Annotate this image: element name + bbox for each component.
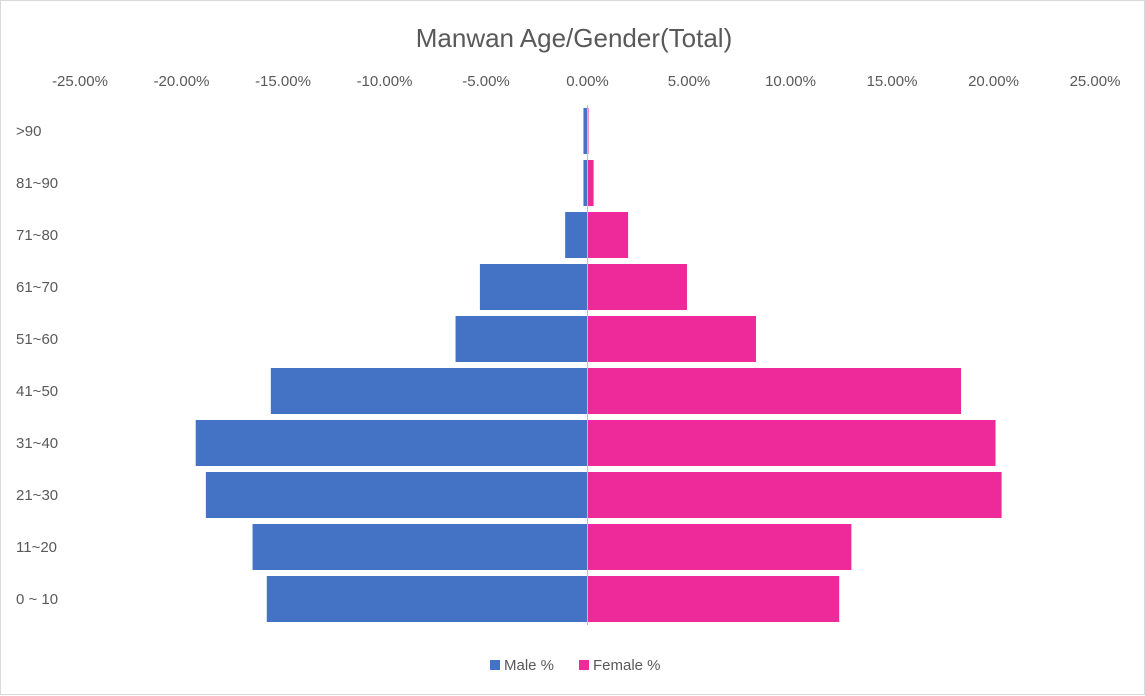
female-bar — [587, 420, 996, 466]
category-label: 61~70 — [16, 279, 58, 296]
x-tick-label: -15.00% — [255, 73, 311, 90]
x-tick-label: 15.00% — [867, 73, 918, 90]
x-tick-label: -20.00% — [154, 73, 210, 90]
category-label: 11~20 — [16, 539, 57, 556]
female-bar — [587, 108, 589, 154]
female-bar — [587, 264, 687, 310]
legend-swatch-female — [579, 660, 589, 670]
male-bar — [583, 108, 588, 154]
male-bar — [583, 160, 588, 206]
legend-label-male: Male % — [504, 657, 554, 674]
legend-label-female: Female % — [593, 657, 661, 674]
female-bar — [587, 524, 852, 570]
bars — [195, 108, 1002, 622]
legend-swatch-male — [490, 660, 500, 670]
category-label: 0 ~ 10 — [16, 591, 58, 608]
female-bar — [587, 576, 840, 622]
x-tick-label: 5.00% — [668, 73, 711, 90]
category-label: >90 — [16, 123, 41, 140]
x-tick-label: 0.00% — [566, 73, 609, 90]
female-bar — [587, 472, 1002, 518]
category-label: 71~80 — [16, 227, 58, 244]
category-labels: >90 81~90 71~80 61~70 51~60 41~50 31~40 21~30 11… — [16, 123, 58, 608]
male-bar — [195, 420, 588, 466]
male-bar — [455, 316, 588, 362]
female-bar — [587, 316, 756, 362]
male-bar — [270, 368, 588, 414]
x-tick-label: -25.00% — [52, 73, 108, 90]
male-bar — [266, 576, 588, 622]
x-tick-label: 10.00% — [765, 73, 816, 90]
category-label: 51~60 — [16, 331, 58, 348]
x-tick-label: -10.00% — [357, 73, 413, 90]
x-tick-label: -5.00% — [462, 73, 510, 90]
legend: Male % Female % — [490, 657, 661, 674]
female-bar — [587, 212, 629, 258]
female-bar — [587, 160, 594, 206]
male-bar — [205, 472, 588, 518]
male-bar — [252, 524, 588, 570]
category-label: 21~30 — [16, 487, 58, 504]
category-label: 81~90 — [16, 175, 58, 192]
category-label: 41~50 — [16, 383, 58, 400]
female-bar — [587, 368, 962, 414]
male-bar — [565, 212, 588, 258]
chart-title: Manwan Age/Gender(Total) — [416, 23, 733, 53]
x-tick-label: 25.00% — [1070, 73, 1121, 90]
x-tick-label: 20.00% — [968, 73, 1019, 90]
x-axis-tick-labels: -25.00% -20.00% -15.00% -10.00% -5.00% 0.00% 5… — [52, 73, 1120, 90]
male-bar — [479, 264, 588, 310]
category-label: 31~40 — [16, 435, 58, 452]
